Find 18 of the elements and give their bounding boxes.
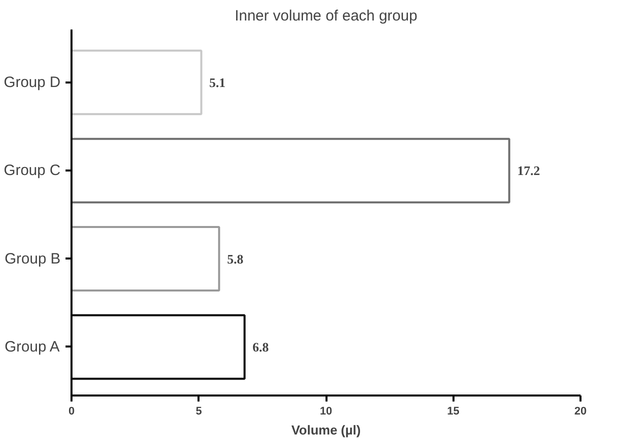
chart-title: Inner volume of each group <box>234 8 418 24</box>
data-label: 6.8 <box>252 339 270 354</box>
y-tick-label: Group C <box>4 162 61 180</box>
x-tick-label: 10 <box>320 406 332 418</box>
bar <box>72 138 510 204</box>
bar <box>72 226 220 292</box>
x-axis-title: Volume (µl) <box>291 422 361 438</box>
data-label: 5.1 <box>209 74 226 90</box>
y-tick-label: Group D <box>4 74 61 91</box>
data-label: 5.8 <box>227 251 244 266</box>
x-tick-label: 5 <box>196 406 202 418</box>
y-tick-label: Group B <box>4 250 61 268</box>
x-tick-label: 15 <box>447 406 460 418</box>
bar <box>72 50 202 116</box>
y-tick-label: Group A <box>4 338 60 356</box>
x-tick-label: 20 <box>574 406 587 418</box>
data-label: 17.2 <box>517 163 540 178</box>
x-tick-label: 0 <box>68 406 75 418</box>
